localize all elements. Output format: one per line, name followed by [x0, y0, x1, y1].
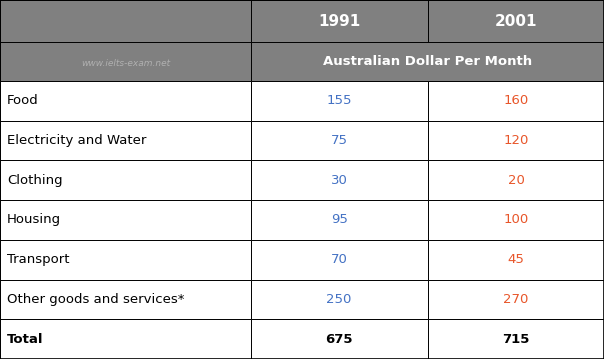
Text: Other goods and services*: Other goods and services* [7, 293, 185, 306]
Bar [0, 200, 251, 240]
Text: Electricity and Water: Electricity and Water [7, 134, 147, 147]
Bar [428, 200, 604, 240]
Text: 70: 70 [331, 253, 347, 266]
Text: 270: 270 [503, 293, 529, 306]
Text: 250: 250 [326, 293, 352, 306]
Text: Food: Food [7, 94, 39, 107]
Text: 30: 30 [331, 174, 347, 187]
Text: 160: 160 [504, 94, 528, 107]
Bar [0, 240, 251, 280]
Bar [428, 319, 604, 359]
Text: 2001: 2001 [495, 14, 538, 29]
Bar [251, 42, 604, 81]
Text: 715: 715 [503, 333, 530, 346]
Bar [251, 160, 428, 200]
Text: 95: 95 [331, 213, 347, 227]
Bar [428, 81, 604, 121]
Bar [428, 121, 604, 160]
Bar [0, 81, 251, 121]
Bar [251, 0, 428, 42]
Bar [0, 160, 251, 200]
Bar [251, 121, 428, 160]
Bar [251, 200, 428, 240]
Bar [0, 319, 251, 359]
Bar [428, 160, 604, 200]
Text: 45: 45 [508, 253, 524, 266]
Bar [251, 240, 428, 280]
Bar [428, 280, 604, 319]
Text: 120: 120 [503, 134, 529, 147]
Text: 155: 155 [326, 94, 352, 107]
Text: Housing: Housing [7, 213, 62, 227]
Text: 100: 100 [504, 213, 528, 227]
Bar [428, 240, 604, 280]
Bar [0, 42, 251, 81]
Text: 75: 75 [330, 134, 348, 147]
Bar [0, 0, 251, 42]
Bar [251, 319, 428, 359]
Bar [251, 81, 428, 121]
Text: www.ielts-exam.net: www.ielts-exam.net [81, 59, 170, 68]
Text: Australian Dollar Per Month: Australian Dollar Per Month [323, 55, 532, 68]
Bar [428, 0, 604, 42]
Bar [0, 280, 251, 319]
Text: 675: 675 [326, 333, 353, 346]
Text: 1991: 1991 [318, 14, 360, 29]
Text: 20: 20 [508, 174, 524, 187]
Bar [0, 121, 251, 160]
Text: Transport: Transport [7, 253, 69, 266]
Bar [251, 280, 428, 319]
Text: Clothing: Clothing [7, 174, 63, 187]
Text: Total: Total [7, 333, 43, 346]
